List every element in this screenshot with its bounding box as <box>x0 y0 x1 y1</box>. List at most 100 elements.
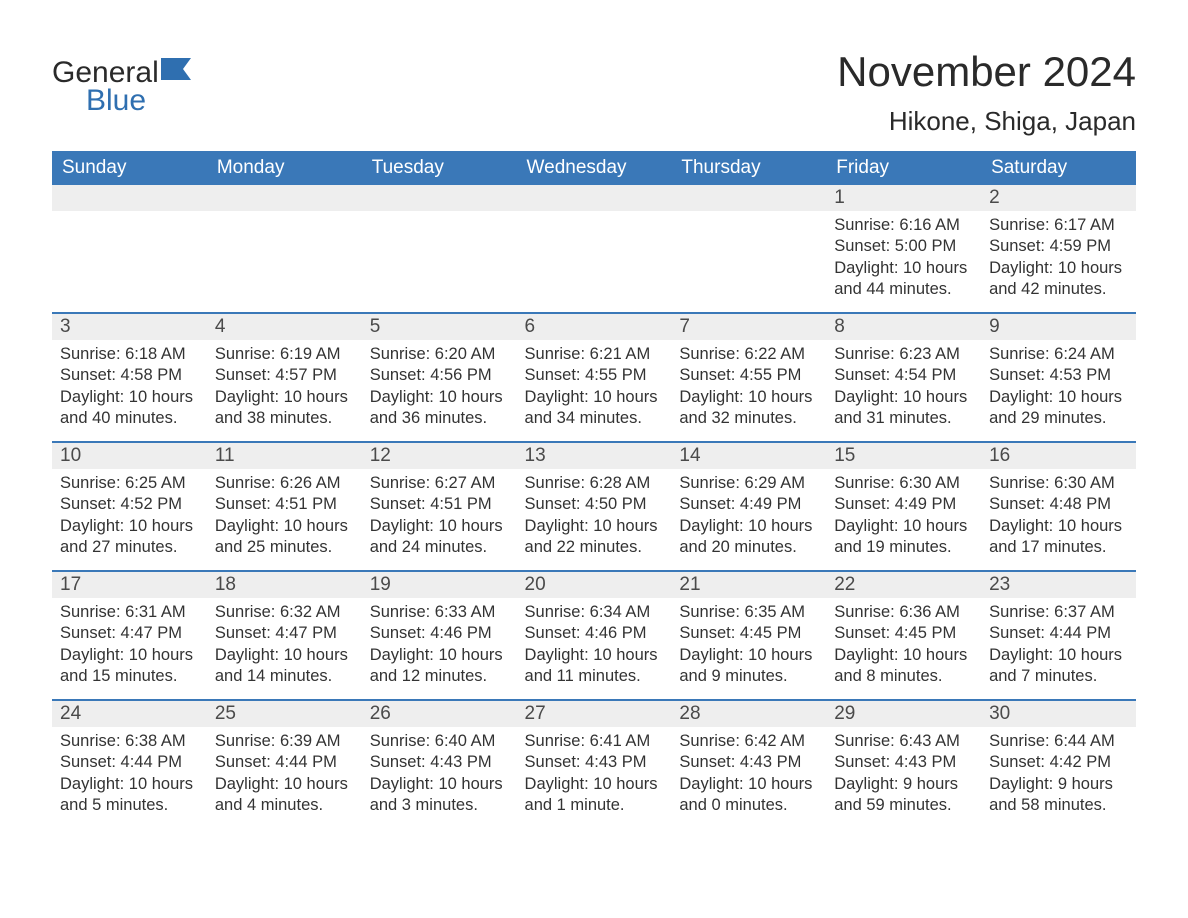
day-number: 27 <box>517 701 672 727</box>
sunrise-text: Sunrise: 6:43 AM <box>834 731 973 752</box>
sunrise-text: Sunrise: 6:35 AM <box>679 602 818 623</box>
sunrise-text: Sunrise: 6:34 AM <box>525 602 664 623</box>
calendar-cell: Sunrise: 6:32 AMSunset: 4:47 PMDaylight:… <box>207 598 362 700</box>
day-number <box>517 185 672 211</box>
cell-content: Sunrise: 6:38 AMSunset: 4:44 PMDaylight:… <box>52 727 207 821</box>
calendar-cell: Sunrise: 6:37 AMSunset: 4:44 PMDaylight:… <box>981 598 1136 700</box>
calendar-cell: Sunrise: 6:18 AMSunset: 4:58 PMDaylight:… <box>52 340 207 442</box>
sunset-text: Sunset: 4:52 PM <box>60 494 199 515</box>
daylight-text: and 5 minutes. <box>60 795 199 816</box>
sunrise-text: Sunrise: 6:30 AM <box>834 473 973 494</box>
daylight-text: and 9 minutes. <box>679 666 818 687</box>
daylight-text: and 58 minutes. <box>989 795 1128 816</box>
day-number <box>207 185 362 211</box>
weekday-header: Sunday <box>52 151 207 185</box>
sunrise-text: Sunrise: 6:22 AM <box>679 344 818 365</box>
day-number: 19 <box>362 572 517 598</box>
day-number: 16 <box>981 443 1136 469</box>
calendar-cell <box>52 211 207 313</box>
daylight-text: Daylight: 10 hours <box>525 645 664 666</box>
calendar-cell: Sunrise: 6:27 AMSunset: 4:51 PMDaylight:… <box>362 469 517 571</box>
day-number: 15 <box>826 443 981 469</box>
calendar-cell: Sunrise: 6:40 AMSunset: 4:43 PMDaylight:… <box>362 727 517 829</box>
daylight-text: Daylight: 9 hours <box>834 774 973 795</box>
weekday-header: Wednesday <box>517 151 672 185</box>
weekday-header: Friday <box>826 151 981 185</box>
cell-content: Sunrise: 6:19 AMSunset: 4:57 PMDaylight:… <box>207 340 362 434</box>
sunrise-text: Sunrise: 6:38 AM <box>60 731 199 752</box>
sunrise-text: Sunrise: 6:23 AM <box>834 344 973 365</box>
cell-content: Sunrise: 6:34 AMSunset: 4:46 PMDaylight:… <box>517 598 672 692</box>
day-number: 10 <box>52 443 207 469</box>
cell-content: Sunrise: 6:25 AMSunset: 4:52 PMDaylight:… <box>52 469 207 563</box>
daylight-text: Daylight: 10 hours <box>834 258 973 279</box>
calendar-cell: Sunrise: 6:21 AMSunset: 4:55 PMDaylight:… <box>517 340 672 442</box>
cell-content: Sunrise: 6:28 AMSunset: 4:50 PMDaylight:… <box>517 469 672 563</box>
sunset-text: Sunset: 4:56 PM <box>370 365 509 386</box>
daylight-text: and 34 minutes. <box>525 408 664 429</box>
daylight-text: and 40 minutes. <box>60 408 199 429</box>
sunset-text: Sunset: 4:46 PM <box>525 623 664 644</box>
sunset-text: Sunset: 4:51 PM <box>215 494 354 515</box>
daylight-text: and 8 minutes. <box>834 666 973 687</box>
weekday-header: Monday <box>207 151 362 185</box>
cell-content: Sunrise: 6:33 AMSunset: 4:46 PMDaylight:… <box>362 598 517 692</box>
cell-content: Sunrise: 6:37 AMSunset: 4:44 PMDaylight:… <box>981 598 1136 692</box>
sunset-text: Sunset: 4:45 PM <box>679 623 818 644</box>
sunset-text: Sunset: 4:44 PM <box>215 752 354 773</box>
calendar-cell: Sunrise: 6:44 AMSunset: 4:42 PMDaylight:… <box>981 727 1136 829</box>
weekday-header: Saturday <box>981 151 1136 185</box>
cell-content: Sunrise: 6:43 AMSunset: 4:43 PMDaylight:… <box>826 727 981 821</box>
cell-content: Sunrise: 6:24 AMSunset: 4:53 PMDaylight:… <box>981 340 1136 434</box>
daylight-text: Daylight: 10 hours <box>679 774 818 795</box>
calendar-cell: Sunrise: 6:30 AMSunset: 4:48 PMDaylight:… <box>981 469 1136 571</box>
location-label: Hikone, Shiga, Japan <box>837 106 1136 137</box>
daylight-text: Daylight: 9 hours <box>989 774 1128 795</box>
day-number: 28 <box>671 701 826 727</box>
cell-content: Sunrise: 6:40 AMSunset: 4:43 PMDaylight:… <box>362 727 517 821</box>
daylight-text: and 3 minutes. <box>370 795 509 816</box>
sunrise-text: Sunrise: 6:26 AM <box>215 473 354 494</box>
daylight-text: and 42 minutes. <box>989 279 1128 300</box>
daylight-text: and 7 minutes. <box>989 666 1128 687</box>
cell-content: Sunrise: 6:36 AMSunset: 4:45 PMDaylight:… <box>826 598 981 692</box>
daylight-text: and 11 minutes. <box>525 666 664 687</box>
daylight-text: Daylight: 10 hours <box>215 516 354 537</box>
daylight-text: Daylight: 10 hours <box>679 645 818 666</box>
calendar-cell: Sunrise: 6:28 AMSunset: 4:50 PMDaylight:… <box>517 469 672 571</box>
sunrise-text: Sunrise: 6:39 AM <box>215 731 354 752</box>
day-number: 6 <box>517 314 672 340</box>
day-number: 5 <box>362 314 517 340</box>
sunrise-text: Sunrise: 6:16 AM <box>834 215 973 236</box>
calendar-cell <box>517 211 672 313</box>
daylight-text: Daylight: 10 hours <box>679 387 818 408</box>
sunrise-text: Sunrise: 6:33 AM <box>370 602 509 623</box>
sunrise-text: Sunrise: 6:27 AM <box>370 473 509 494</box>
sunset-text: Sunset: 4:42 PM <box>989 752 1128 773</box>
cell-content: Sunrise: 6:30 AMSunset: 4:49 PMDaylight:… <box>826 469 981 563</box>
daylight-text: and 4 minutes. <box>215 795 354 816</box>
sunrise-text: Sunrise: 6:41 AM <box>525 731 664 752</box>
header-row: General Blue November 2024 Hikone, Shiga… <box>52 48 1136 137</box>
day-number: 25 <box>207 701 362 727</box>
daylight-text: and 29 minutes. <box>989 408 1128 429</box>
sunset-text: Sunset: 4:55 PM <box>679 365 818 386</box>
daylight-text: Daylight: 10 hours <box>60 387 199 408</box>
daylight-text: Daylight: 10 hours <box>370 774 509 795</box>
weekday-header: Tuesday <box>362 151 517 185</box>
daylight-text: and 38 minutes. <box>215 408 354 429</box>
sunset-text: Sunset: 4:54 PM <box>834 365 973 386</box>
cell-content: Sunrise: 6:44 AMSunset: 4:42 PMDaylight:… <box>981 727 1136 821</box>
calendar-cell: Sunrise: 6:35 AMSunset: 4:45 PMDaylight:… <box>671 598 826 700</box>
daylight-text: and 0 minutes. <box>679 795 818 816</box>
day-number: 13 <box>517 443 672 469</box>
cell-content: Sunrise: 6:23 AMSunset: 4:54 PMDaylight:… <box>826 340 981 434</box>
sunset-text: Sunset: 4:44 PM <box>989 623 1128 644</box>
calendar-cell <box>362 211 517 313</box>
calendar-cell: Sunrise: 6:17 AMSunset: 4:59 PMDaylight:… <box>981 211 1136 313</box>
cell-content: Sunrise: 6:31 AMSunset: 4:47 PMDaylight:… <box>52 598 207 692</box>
sunset-text: Sunset: 4:45 PM <box>834 623 973 644</box>
sunset-text: Sunset: 4:47 PM <box>60 623 199 644</box>
day-number: 8 <box>826 314 981 340</box>
sunrise-text: Sunrise: 6:21 AM <box>525 344 664 365</box>
